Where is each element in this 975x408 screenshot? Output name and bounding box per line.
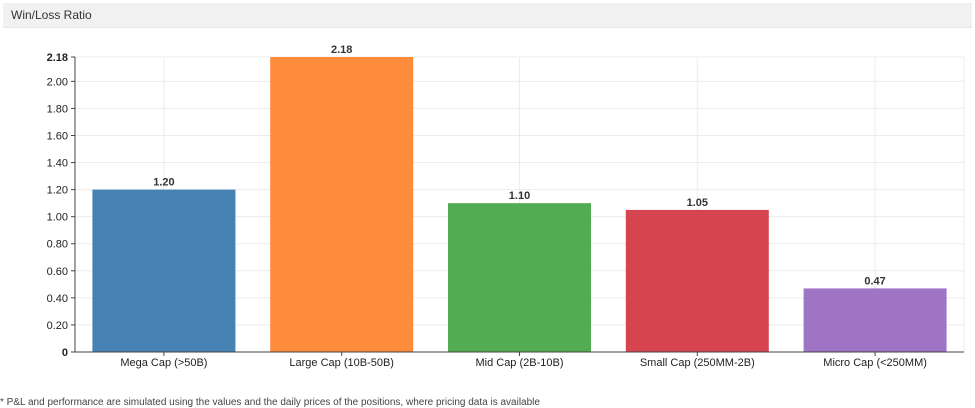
data-label: 1.05 [687,197,708,209]
x-tick-label: Mid Cap (2B-10B) [475,357,563,369]
y-tick-label: 0.60 [47,266,68,278]
x-tick-label: Large Cap (10B-50B) [289,357,394,369]
x-tick-label: Mega Cap (>50B) [120,357,207,369]
y-tick-label: 0.80 [47,239,68,251]
y-tick-label: 1.40 [47,158,68,170]
y-tick-label: 0 [62,347,68,359]
bar [803,288,947,352]
bar [448,203,591,352]
data-label: 1.20 [153,177,174,189]
bar [92,189,236,352]
y-tick-label: 0.40 [47,293,68,305]
x-tick-label: Micro Cap (<250MM) [823,357,927,369]
y-tick-label: 2.18 [47,52,68,64]
y-tick-label: 2.00 [47,76,68,88]
footnote: * P&L and performance are simulated usin… [0,397,540,408]
y-tick-label: 0.20 [47,320,68,332]
panel-header: Win/Loss Ratio [3,3,972,28]
bar [625,209,769,352]
y-tick-label: 1.20 [47,185,68,197]
y-tick-label: 1.80 [47,103,68,115]
x-tick-label: Small Cap (250MM-2B) [640,357,755,369]
data-label: 0.47 [864,275,885,287]
data-label: 2.18 [331,44,352,56]
y-tick-label: 1.00 [47,212,68,224]
panel-title: Win/Loss Ratio [11,8,92,22]
y-tick-label: 1.60 [47,130,68,142]
data-label: 1.10 [509,190,530,202]
bar [270,57,414,352]
